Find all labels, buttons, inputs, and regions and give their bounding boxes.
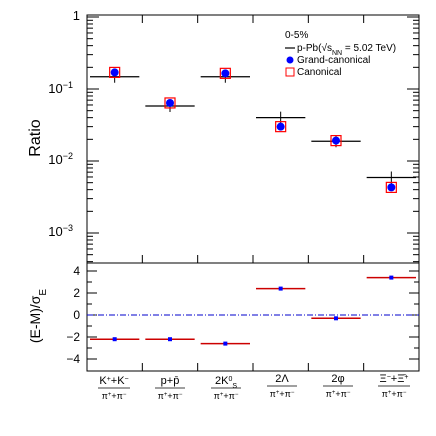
grand-canonical-marker (332, 136, 340, 145)
upper-y-ticks (87, 16, 419, 263)
deviation-marker (168, 337, 172, 342)
grand-canonical-marker (166, 98, 174, 107)
grand-canonical-marker (276, 122, 285, 131)
xcat-kaon-denominator: π++π− (102, 391, 127, 401)
xcat-lambda-denominator: π++π− (270, 389, 295, 399)
deviation-marker (278, 286, 283, 291)
canonical-marker (275, 121, 287, 133)
lower-ytick-label-4: 4 (73, 264, 80, 278)
canonical-marker (164, 97, 176, 109)
xcat-xi-numerator: Ξ−+Ξ̄+ (380, 373, 409, 385)
deviation-marker (223, 341, 228, 346)
xcat-lambda: 2Λ π++π− (267, 373, 297, 399)
xcat-proton-denominator: π++π− (158, 391, 183, 401)
x-ticks (141, 15, 365, 371)
xcat-kaon-numerator: K++K− (99, 375, 128, 387)
legend-label-canonical: Canonical (297, 67, 341, 78)
legend-label-grand-canonical: Grand-canonical (297, 55, 370, 66)
legend-label-measurement: p-Pb(√sNN = 5.02 TeV) (297, 42, 396, 57)
deviation-marker (112, 337, 117, 342)
deviation-marker (334, 316, 338, 321)
xcat-phi: 2φ π++π− (323, 373, 353, 399)
xcat-k0s: 2K0S π++π− (211, 375, 241, 401)
legend-marker-grand-canonical (286, 56, 294, 64)
lower-ytick-label-minus4: −4 (66, 352, 80, 366)
xcat-kaon: K++K− π++π− (98, 375, 130, 401)
upper-y-axis-label: Ratio (27, 119, 44, 156)
xcat-k0s-denominator: π++π− (214, 391, 239, 401)
lower-ytick-label-2: 2 (73, 286, 80, 300)
grand-canonical-marker (110, 68, 119, 77)
lower-ytick-label-0: 0 (73, 308, 80, 322)
grand-canonical-marker (221, 69, 230, 78)
xcat-xi-denominator: π++π− (382, 389, 407, 399)
legend-header: 0-5% (285, 30, 308, 41)
lower-ytick-label-minus2: −2 (66, 330, 80, 344)
canonical-marker (385, 181, 397, 193)
xcat-phi-denominator: π++π− (326, 389, 351, 399)
legend: 0-5% p-Pb(√sNN = 5.02 TeV) Grand-canonic… (285, 30, 396, 78)
xcat-xi: Ξ−+Ξ̄+ π++π− (378, 373, 410, 399)
grand-canonical-marker (387, 183, 396, 192)
xcat-proton-numerator: p+p̄ (161, 375, 180, 387)
canonical-marker (330, 135, 342, 147)
xcat-lambda-numerator: 2Λ (275, 373, 289, 385)
canonical-marker (219, 67, 231, 79)
upper-ytick-label-1: 1 (73, 8, 80, 23)
canonical-marker (109, 66, 121, 79)
x-category-labels: K++K− π++π− p+p̄ π++π− 2K0S π++π− 2Λ π++… (98, 373, 410, 401)
xcat-phi-numerator: 2φ (331, 373, 344, 385)
upper-data-layer (90, 66, 416, 193)
xcat-k0s-numerator: 2K0S (215, 375, 237, 390)
legend-marker-canonical (285, 67, 295, 77)
deviation-marker (389, 275, 394, 280)
lower-data-layer (90, 275, 416, 346)
xcat-proton: p+p̄ π++π− (155, 375, 185, 401)
